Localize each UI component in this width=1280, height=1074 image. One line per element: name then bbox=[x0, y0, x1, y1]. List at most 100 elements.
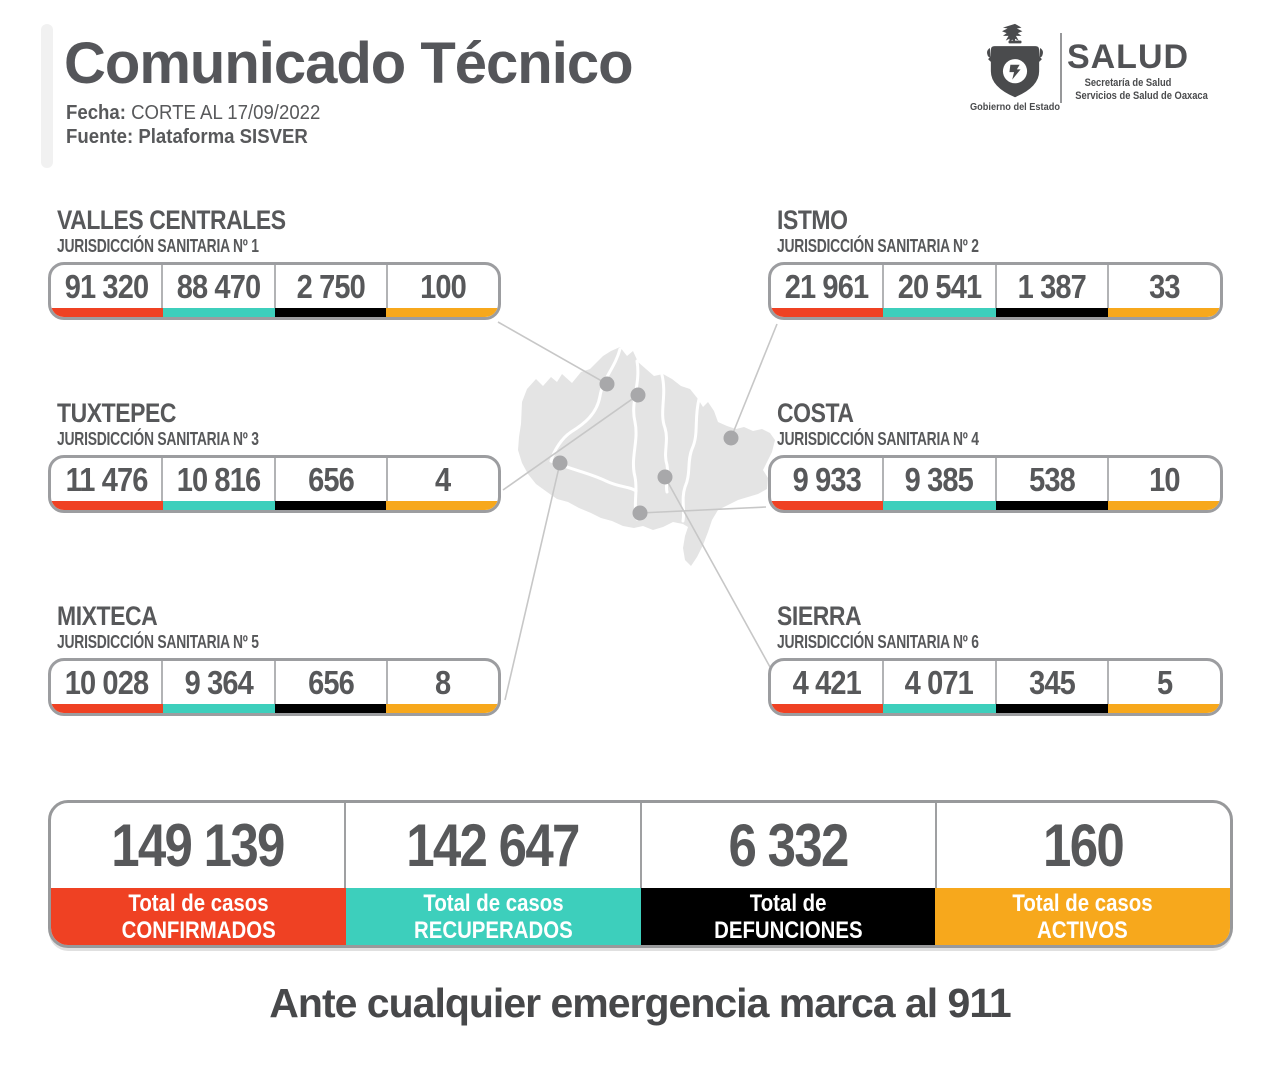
deaths-cell: 656 bbox=[273, 458, 386, 501]
active-bar bbox=[1107, 704, 1220, 713]
recovered-cases-cell: 20 541 bbox=[881, 265, 995, 308]
left-edge-accent bbox=[41, 24, 53, 168]
deaths-value: 2 750 bbox=[296, 267, 365, 305]
total-active-label: Total de casos ACTIVOS bbox=[935, 888, 1230, 945]
recovered-cases-cell: 4 071 bbox=[881, 661, 995, 704]
region-stats-table: 4 421 4 071 345 5 bbox=[768, 658, 1223, 716]
totals-legend-band: Total de casos CONFIRMADOS Total de caso… bbox=[51, 888, 1230, 945]
region-stats-table: 9 933 9 385 538 10 bbox=[768, 455, 1223, 513]
deaths-bar bbox=[995, 308, 1108, 317]
category-color-bar bbox=[771, 308, 1220, 317]
active-cases-cell: 100 bbox=[385, 265, 498, 308]
recovered-cases-cell: 9 364 bbox=[161, 661, 273, 704]
region-costa: COSTA JURISDICCIÓN SANITARIA Nº 4 9 933 … bbox=[768, 398, 1223, 520]
emergency-footer-message: Ante cualquier emergencia marca al 911 bbox=[269, 980, 1011, 1026]
salud-subtitle-2: Servicios de Salud de Oaxaca bbox=[1075, 90, 1208, 102]
deaths-cell: 2 750 bbox=[273, 265, 386, 308]
region-jurisdiction: JURISDICCIÓN SANITARIA Nº 6 bbox=[777, 631, 979, 652]
date-line: Fecha: CORTE AL 17/09/2022 bbox=[66, 102, 320, 125]
deaths-bar bbox=[274, 704, 387, 713]
region-title: VALLES CENTRALES bbox=[57, 205, 286, 235]
active-cases-cell: 4 bbox=[385, 458, 498, 501]
region-stats-table: 10 028 9 364 656 8 bbox=[48, 658, 501, 716]
region-valles-centrales: VALLES CENTRALES JURISDICCIÓN SANITARIA … bbox=[48, 205, 501, 327]
state-totals-table: 149 139 142 647 6 332 160 Total de casos… bbox=[48, 800, 1233, 948]
total-active-cell: 160 bbox=[934, 803, 1230, 888]
confirmed-bar bbox=[771, 704, 884, 713]
recovered-bar bbox=[162, 308, 275, 317]
confirmed-cases-cell: 10 028 bbox=[51, 661, 161, 704]
deaths-value: 656 bbox=[307, 460, 355, 498]
recovered-cases-cell: 88 470 bbox=[161, 265, 273, 308]
active-cases-cell: 33 bbox=[1107, 265, 1220, 308]
recovered-bar bbox=[162, 704, 275, 713]
active-cases-cell: 5 bbox=[1107, 661, 1220, 704]
page-title: Comunicado Técnico bbox=[64, 31, 634, 96]
connector-sierra bbox=[664, 476, 771, 668]
map-dot-valles-centrales bbox=[599, 376, 615, 392]
region-sierra: SIERRA JURISDICCIÓN SANITARIA Nº 6 4 421… bbox=[768, 601, 1223, 723]
confirmed-cases-cell: 21 961 bbox=[771, 265, 882, 308]
region-title: ISTMO bbox=[777, 205, 848, 235]
deaths-cell: 538 bbox=[994, 458, 1108, 501]
gobierno-del-estado-label: Gobierno del Estado bbox=[970, 102, 1060, 113]
region-title: MIXTECA bbox=[57, 601, 158, 631]
confirmed-bar bbox=[771, 501, 884, 510]
deaths-cell: 656 bbox=[273, 661, 386, 704]
recovered-cases-value: 20 541 bbox=[897, 267, 981, 305]
category-color-bar bbox=[51, 704, 498, 713]
total-deaths-cell: 6 332 bbox=[639, 803, 935, 888]
active-cases-value: 10 bbox=[1149, 460, 1180, 498]
total-deaths-label: Total de DEFUNCIONES bbox=[640, 888, 936, 945]
region-title: SIERRA bbox=[777, 601, 862, 631]
category-color-bar bbox=[51, 501, 498, 510]
total-recovered-cell: 142 647 bbox=[344, 803, 639, 888]
connector-mixteca bbox=[504, 462, 561, 701]
total-recovered-label: Total de casos RECUPERADOS bbox=[345, 888, 641, 945]
active-cases-value: 100 bbox=[419, 267, 467, 305]
region-stats-table: 91 320 88 470 2 750 100 bbox=[48, 262, 501, 320]
confirmed-cases-value: 11 476 bbox=[65, 460, 148, 498]
region-jurisdiction: JURISDICCIÓN SANITARIA Nº 5 bbox=[57, 631, 259, 652]
date-value: CORTE AL 17/09/2022 bbox=[131, 102, 321, 124]
recovered-cases-value: 9 385 bbox=[904, 460, 974, 498]
confirmed-cases-cell: 4 421 bbox=[771, 661, 882, 704]
connector-lines bbox=[497, 321, 778, 701]
region-title: COSTA bbox=[777, 398, 854, 428]
recovered-bar bbox=[162, 501, 275, 510]
logo-divider bbox=[1060, 33, 1062, 103]
date-label: Fecha: bbox=[66, 102, 126, 124]
confirmed-bar bbox=[771, 308, 884, 317]
deaths-bar bbox=[274, 308, 387, 317]
confirmed-cases-value: 91 320 bbox=[64, 267, 148, 305]
active-bar bbox=[386, 704, 498, 713]
confirmed-cases-cell: 9 933 bbox=[771, 458, 882, 501]
source-label: Fuente: bbox=[66, 126, 134, 148]
total-confirmed-label: Total de casos CONFIRMADOS bbox=[51, 888, 346, 945]
oaxaca-map-silhouette bbox=[518, 347, 775, 566]
confirmed-bar bbox=[51, 308, 163, 317]
confirmed-cases-cell: 91 320 bbox=[51, 265, 161, 308]
category-color-bar bbox=[51, 308, 498, 317]
total-active-value: 160 bbox=[1043, 812, 1125, 879]
recovered-cases-cell: 9 385 bbox=[881, 458, 995, 501]
region-tuxtepec: TUXTEPEC JURISDICCIÓN SANITARIA Nº 3 11 … bbox=[48, 398, 501, 520]
recovered-bar bbox=[883, 308, 996, 317]
source-value: Plataforma SISVER bbox=[138, 126, 308, 148]
map-dot-tuxtepec bbox=[630, 387, 646, 403]
active-bar bbox=[386, 501, 498, 510]
confirmed-cases-value: 4 421 bbox=[792, 663, 861, 701]
active-bar bbox=[1107, 501, 1220, 510]
region-title: TUXTEPEC bbox=[57, 398, 177, 428]
active-cases-cell: 8 bbox=[385, 661, 498, 704]
active-cases-value: 33 bbox=[1149, 267, 1180, 305]
deaths-bar bbox=[995, 501, 1108, 510]
deaths-value: 656 bbox=[307, 663, 355, 701]
region-jurisdiction: JURISDICCIÓN SANITARIA Nº 3 bbox=[57, 428, 259, 449]
region-jurisdiction: JURISDICCIÓN SANITARIA Nº 1 bbox=[57, 235, 259, 256]
connector-tuxtepec bbox=[502, 394, 639, 491]
active-cases-value: 5 bbox=[1156, 663, 1173, 701]
map-markers bbox=[552, 376, 739, 521]
deaths-cell: 345 bbox=[994, 661, 1108, 704]
active-cases-value: 4 bbox=[435, 460, 451, 498]
